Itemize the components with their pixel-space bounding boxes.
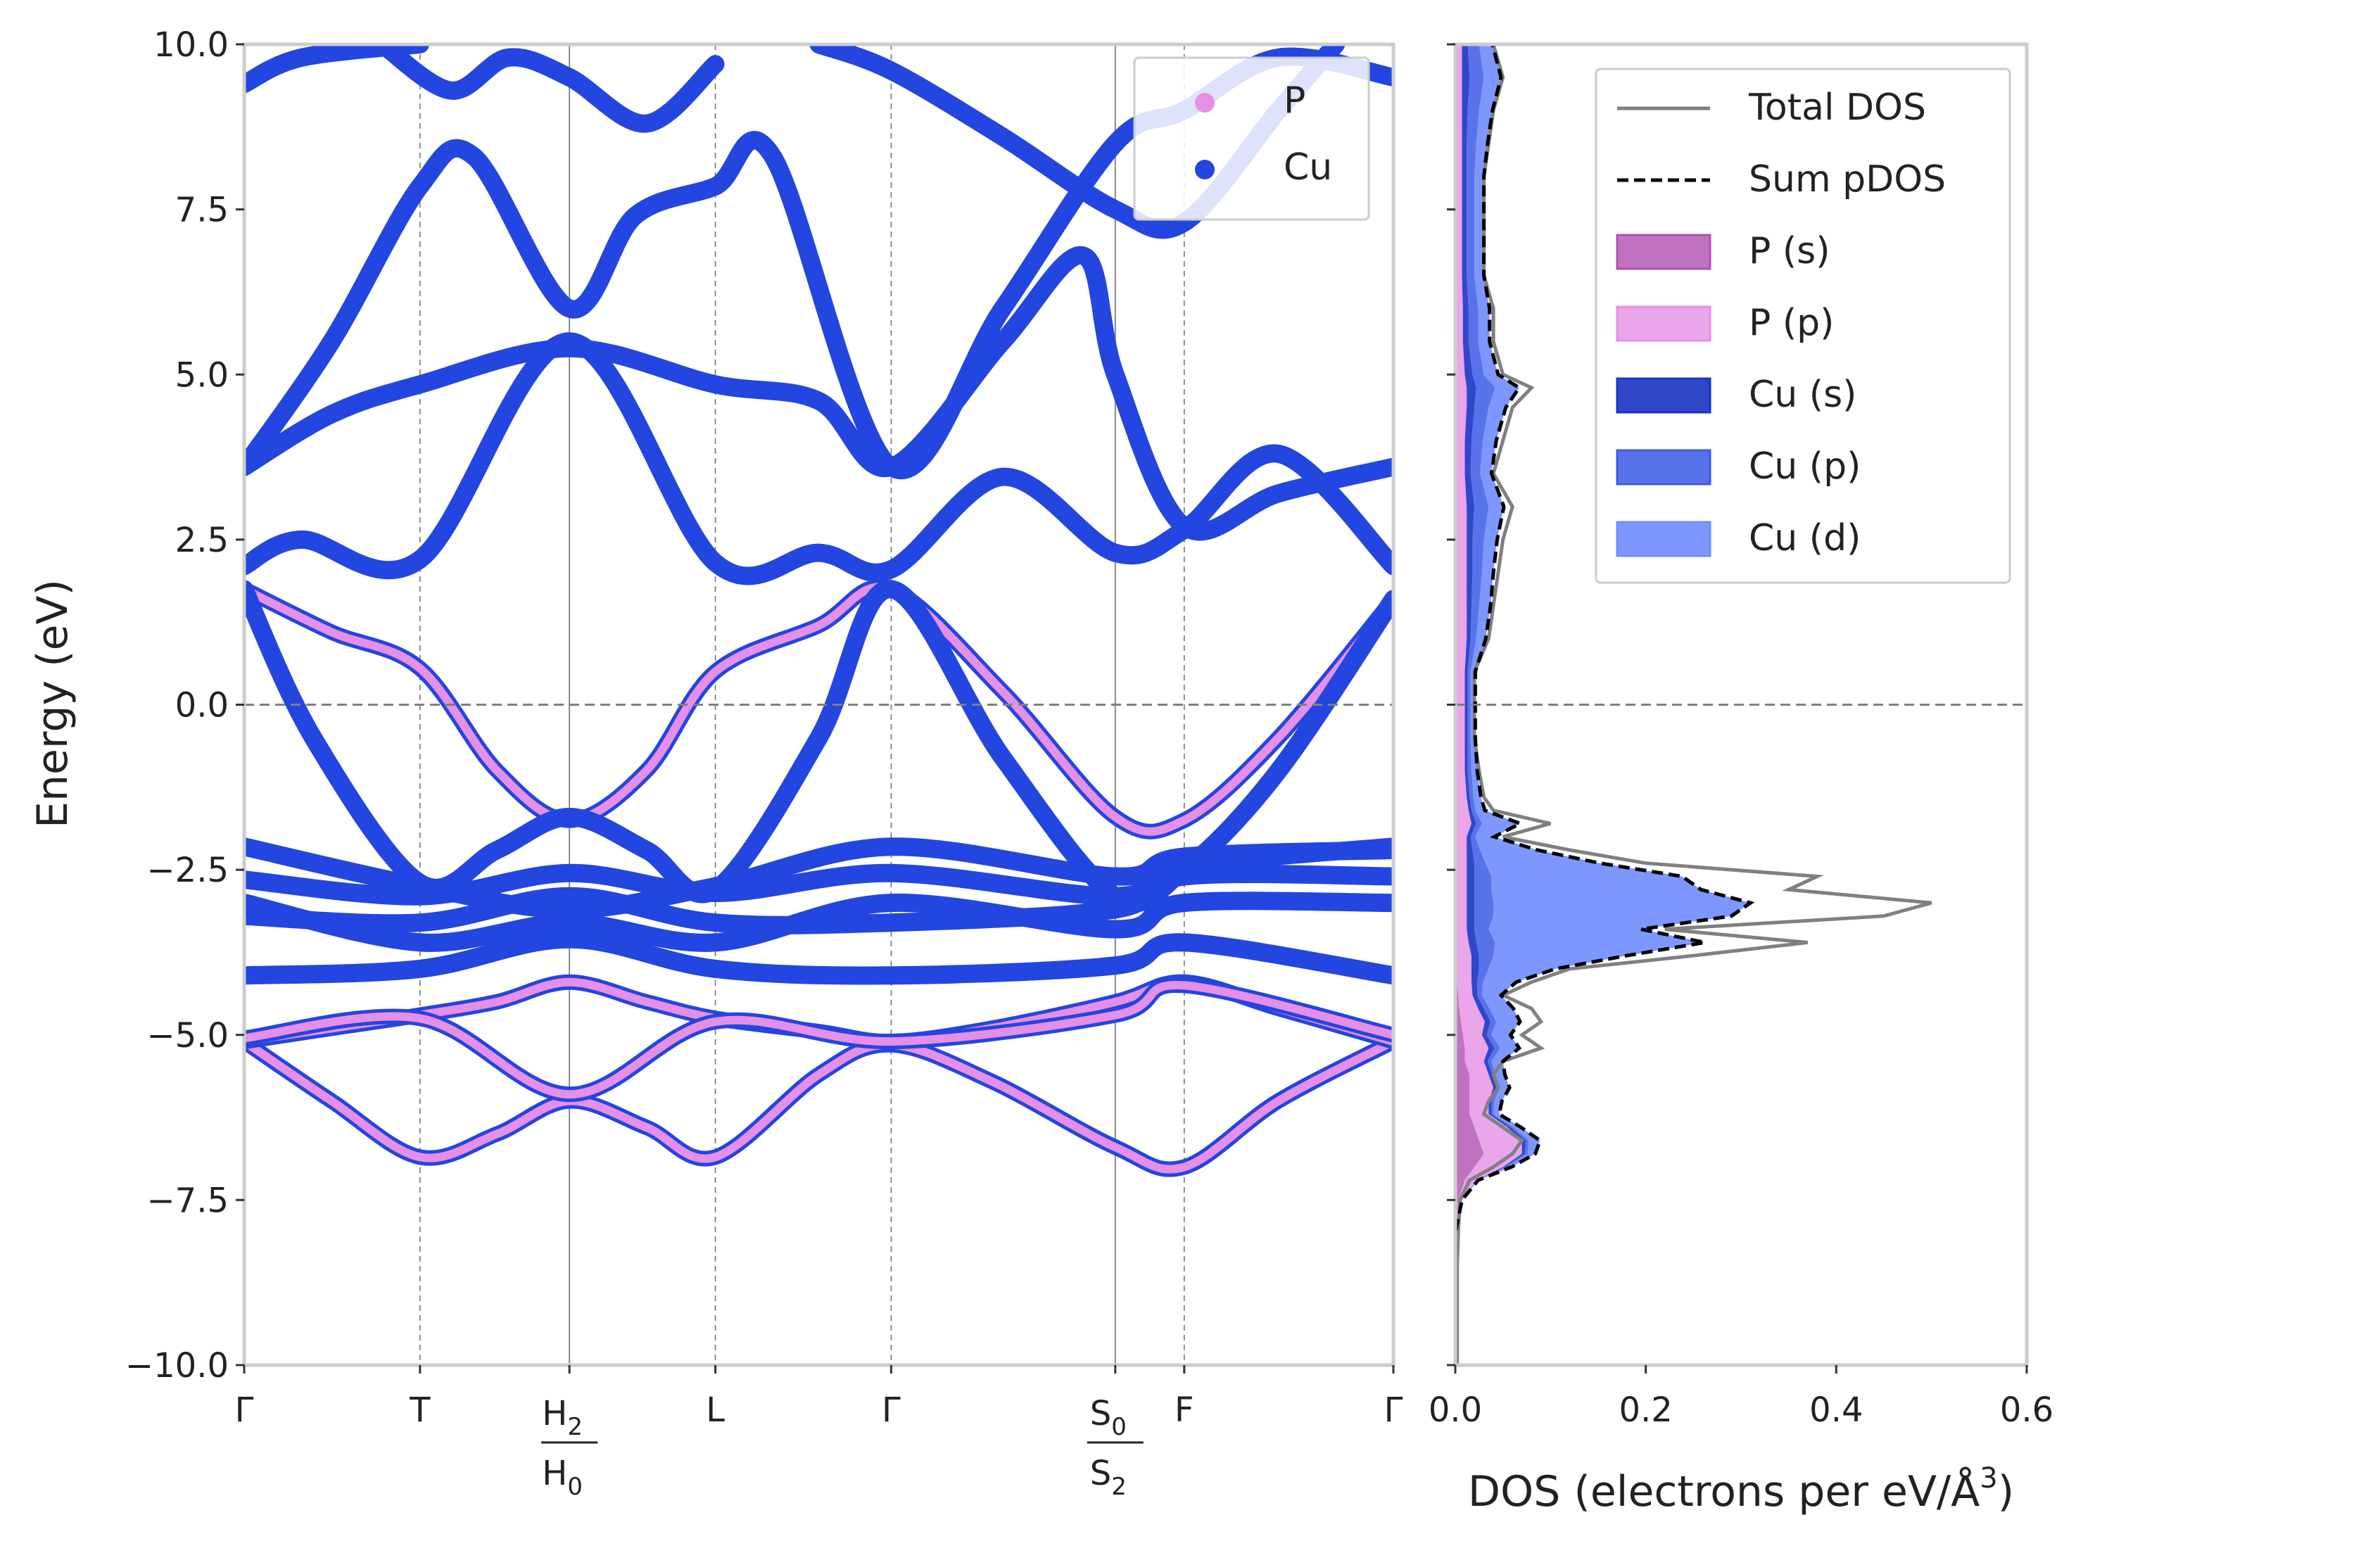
energy-tick-label-0: 10.0 (153, 25, 229, 65)
kpath-label-second-5: S2 (1090, 1454, 1127, 1501)
energy-tick-label-3: 2.5 (175, 521, 229, 560)
band-b1 (244, 930, 1393, 985)
dos-legend-label-0: Total DOS (1748, 87, 1926, 129)
dos-legend-swatch-4 (1616, 377, 1711, 414)
dos-legend-label-1: Sum pDOS (1749, 158, 1946, 201)
kpath-label-4: Γ (882, 1390, 901, 1430)
dos-legend-label-5: Cu (p) (1749, 445, 1861, 488)
legend-label-Cu: Cu (1284, 146, 1332, 189)
dos-panel: 0.0 0.2 0.4 0.6 DOS (electrons per eV/Å3) T… (1429, 42, 2053, 1516)
dos-legend-swatch-5 (1616, 449, 1711, 486)
energy-tick-label-6: −5.0 (146, 1016, 229, 1055)
kpath-label-second-2: H0 (542, 1454, 583, 1501)
energy-tick-label-1: 7.5 (175, 191, 229, 230)
band-p1 (244, 1037, 1393, 1174)
kpath-label-1: T (409, 1390, 431, 1430)
dos-legend-swatch-2 (1616, 234, 1711, 270)
band-b5 (244, 892, 1393, 952)
band-p3 (244, 980, 1393, 1099)
dos-tick-label-0: 0.0 (1429, 1390, 1482, 1430)
dos-axis-label-main: DOS (electrons per eV/Å (1468, 1466, 1980, 1516)
legend-label-P: P (1284, 80, 1305, 122)
dos-tick-label-2: 0.4 (1809, 1390, 1863, 1430)
dos-legend-swatch-6 (1616, 521, 1711, 557)
kpath-label-7: Γ (1384, 1390, 1403, 1430)
kpath-label-sub: 2 (1111, 1473, 1127, 1501)
kpath-label-main: S (1090, 1454, 1111, 1493)
dos-energy-ticks (1447, 43, 1455, 1366)
band-v2 (244, 580, 1393, 913)
energy-tick-label-7: −7.5 (146, 1181, 229, 1220)
dos-plot-area (1455, 44, 1932, 1365)
dos-legend-label-3: P (p) (1749, 302, 1834, 344)
band-legend-box (1133, 56, 1370, 221)
kpath-label-main: H (542, 1394, 567, 1433)
dos-legend: Total DOS Sum pDOS P (s) P (p) Cu (s) Cu (p) C… (1595, 68, 2011, 584)
band-c1 (244, 332, 1393, 585)
dos-total-line (1455, 44, 1932, 1365)
dos-tick-label-3: 0.6 (2000, 1390, 2053, 1430)
kpath-label-2: H2 (542, 1394, 583, 1441)
kpath-label-5: S0 (1090, 1394, 1127, 1441)
dos-axis-label-sup: 3 (1980, 1462, 1997, 1495)
legend-marker-Cu (1195, 160, 1215, 179)
kpath-label-sub: 2 (567, 1413, 583, 1441)
kpath-label-3: L (706, 1390, 725, 1430)
dos-legend-label-2: P (s) (1749, 230, 1830, 272)
band-structure-panel: 10.07.55.02.50.0−2.5−5.0−7.5−10.0 Γ T H2H0… (28, 25, 1403, 1501)
dos-area-P-p (1455, 44, 1522, 1365)
energy-tick-label-5: −2.5 (146, 851, 229, 890)
kpath-label-sub: 0 (1111, 1413, 1127, 1441)
dos-area-Cu-p (1455, 44, 1529, 1365)
dos-legend-label-6: Cu (d) (1749, 517, 1861, 559)
kpath-label-6: F (1175, 1390, 1194, 1430)
dos-axis-label-end: ) (1998, 1467, 2014, 1516)
dos-legend-label-4: Cu (s) (1749, 374, 1856, 416)
energy-axis-label: Energy (eV) (28, 579, 77, 828)
energy-axis-ticks: 10.0 7.5 5.0 2.5 0.0 −2.5 −5.0 −7.5 −10.0 (125, 25, 244, 1385)
dos-tick-label-1: 0.2 (1619, 1390, 1672, 1430)
kpath-label-main: H (542, 1454, 567, 1493)
dos-sum-pdos-line (1455, 44, 1755, 1365)
kpath-label-main: S (1090, 1394, 1111, 1433)
dos-area-P-s (1455, 44, 1484, 1365)
kpath-label-sub: 0 (567, 1473, 583, 1501)
dos-axis-ticks: 0.0 0.2 0.4 0.6 (1429, 1365, 2053, 1430)
dos-legend-swatch-3 (1616, 305, 1711, 342)
band-v1 (244, 583, 1393, 836)
energy-tick-label-2: 5.0 (175, 355, 229, 395)
kpath-label-0: Γ (235, 1390, 254, 1430)
energy-tick-label-4: 0.0 (175, 686, 229, 725)
band-legend: P Cu (1133, 56, 1370, 221)
energy-tick-label-8: −10.0 (125, 1346, 229, 1385)
dos-axis-label: DOS (electrons per eV/Å3) (1468, 1462, 2014, 1516)
band-c5 (373, 44, 725, 133)
legend-marker-P (1195, 93, 1215, 113)
